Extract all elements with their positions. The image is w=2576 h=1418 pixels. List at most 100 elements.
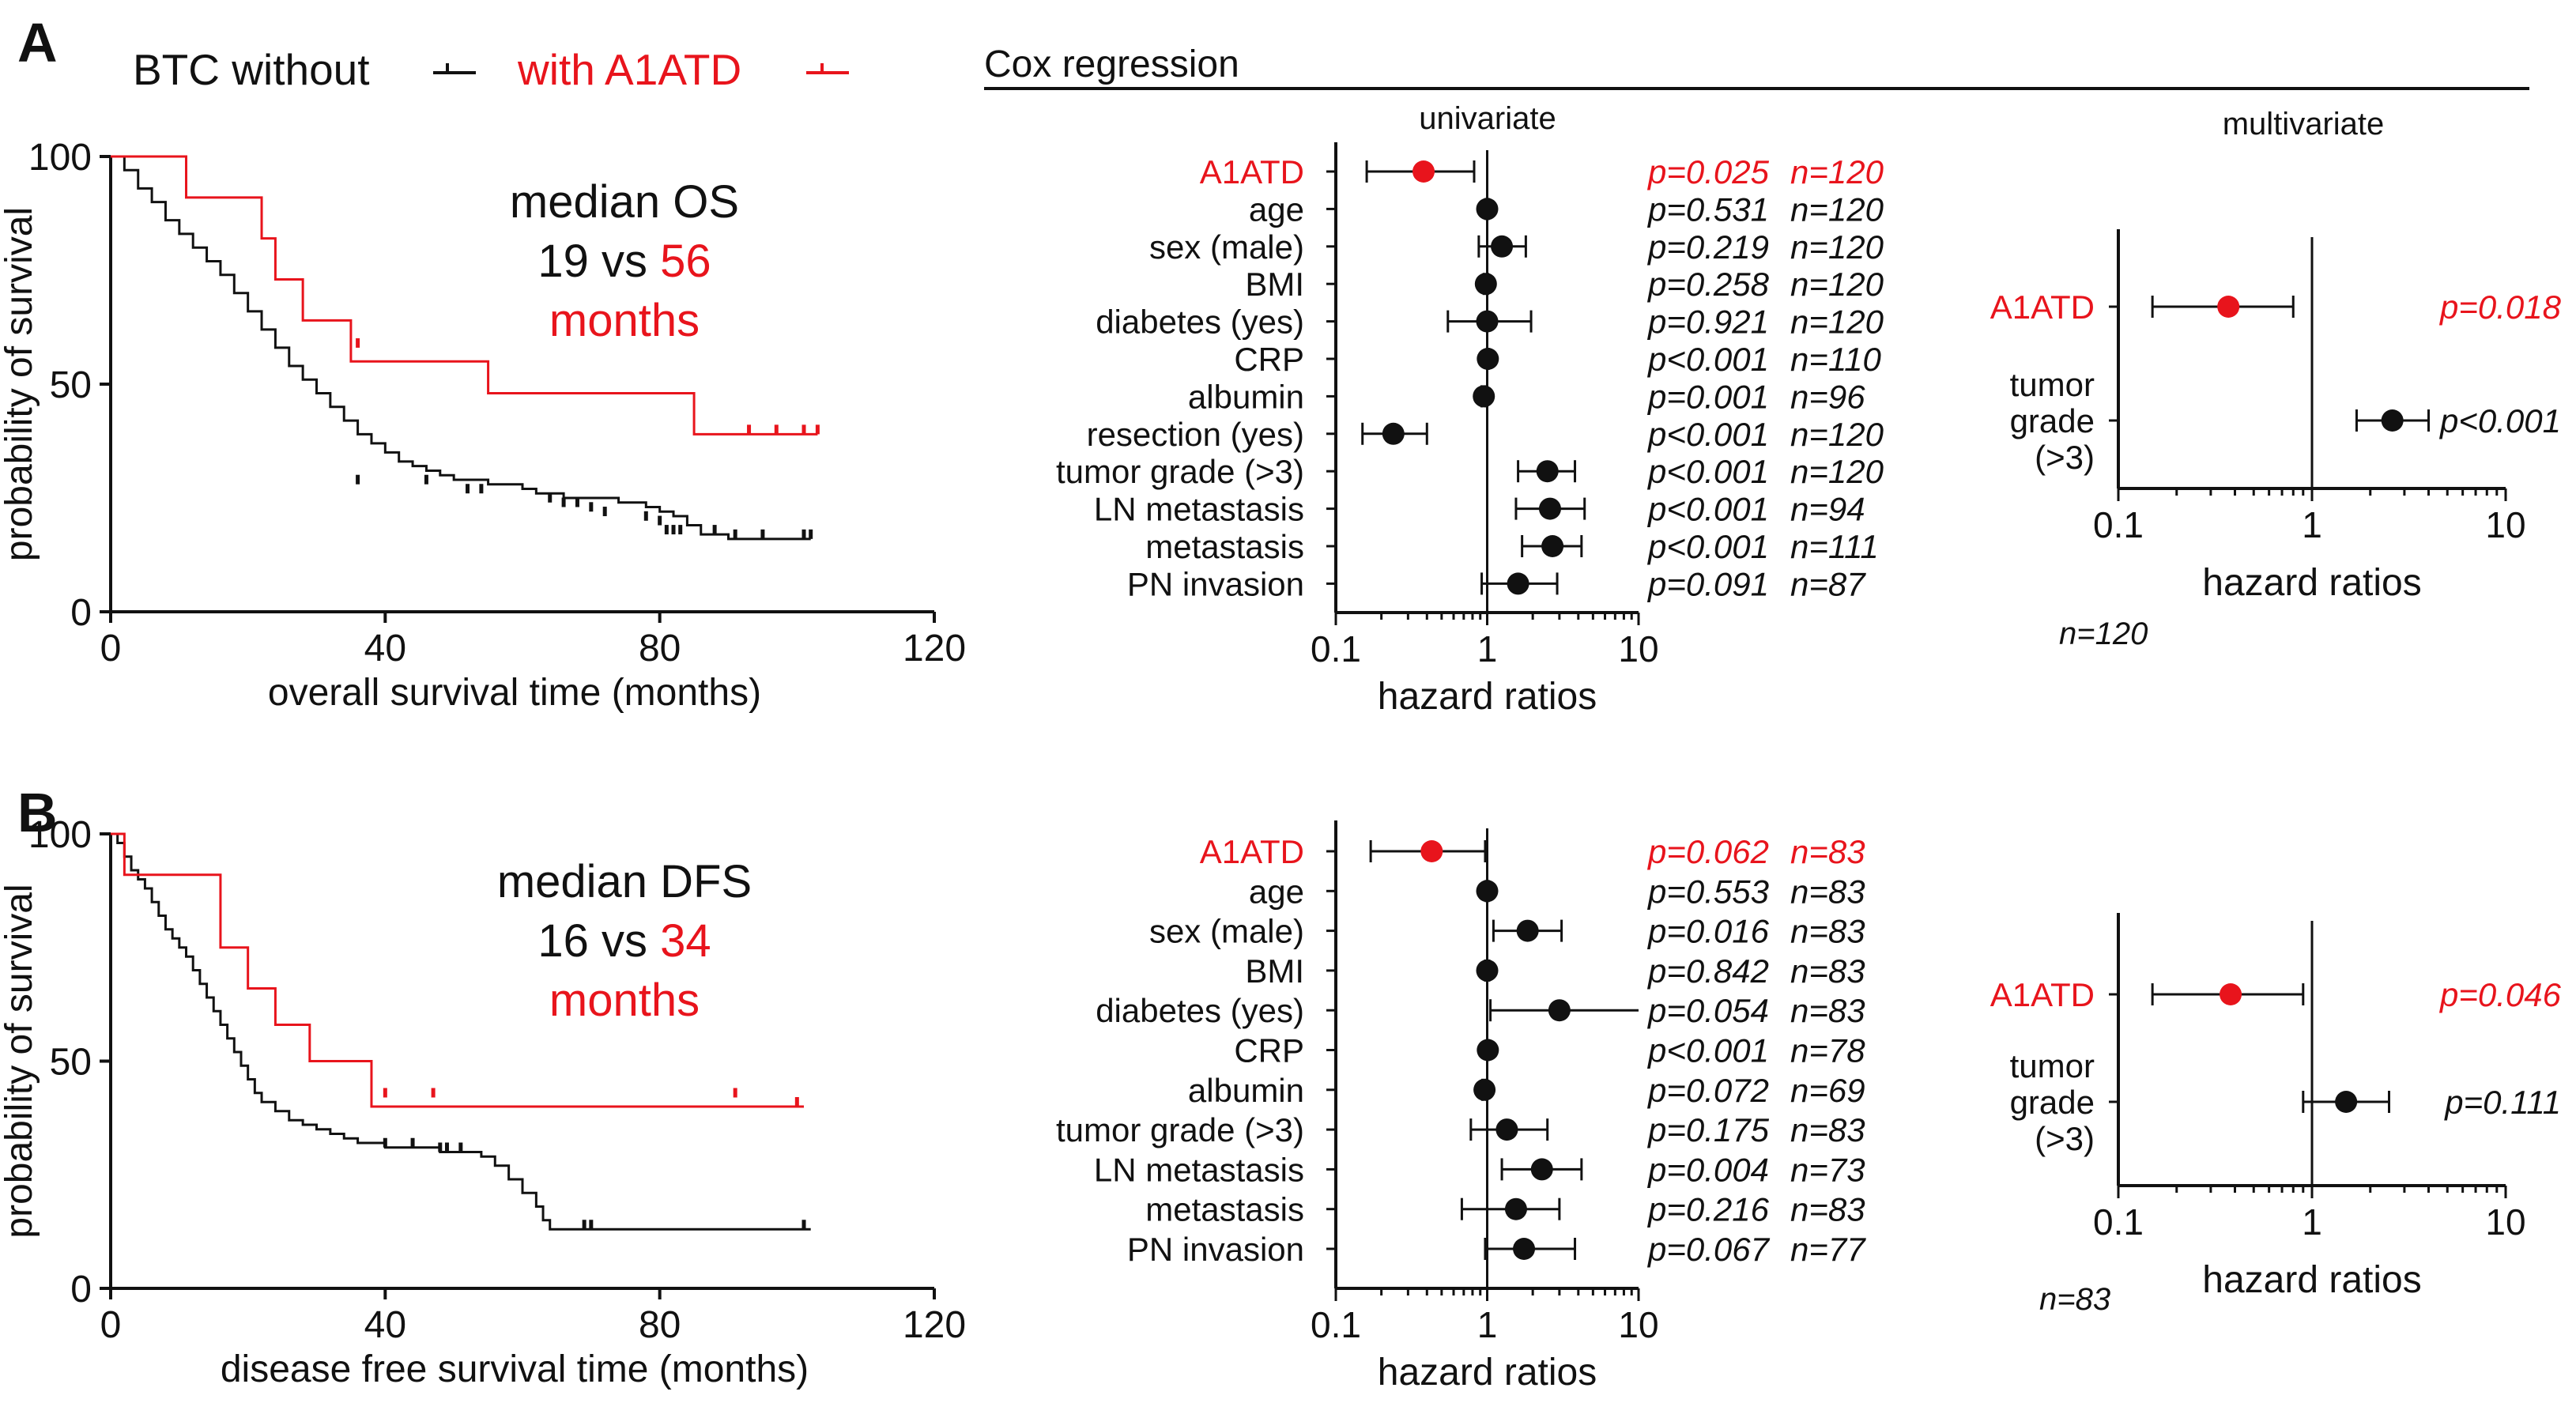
legend-line-red <box>806 63 849 74</box>
n-value: n=111 <box>1790 528 1879 565</box>
p-value: p=0.067 <box>1646 1231 1771 1268</box>
median-label: median OS <box>510 176 739 228</box>
p-value: p=0.004 <box>1646 1151 1769 1188</box>
p-value: p=0.175 <box>1646 1111 1770 1148</box>
hr-point <box>2335 1091 2358 1113</box>
row-label: albumin <box>1188 1072 1304 1109</box>
row-label: albumin <box>1188 378 1304 415</box>
n-value: n=120 <box>1790 266 1884 303</box>
x-tick-label: 1 <box>2302 504 2322 545</box>
p-value: p<0.001 <box>1646 416 1769 453</box>
row-label: LN metastasis <box>1094 1151 1304 1188</box>
hr-point <box>1513 1238 1536 1260</box>
x-tick-label: 10 <box>1618 628 1658 669</box>
legend-label-without: BTC without <box>133 45 370 94</box>
forest-univariate-os: 0.1 1 10 hazard ratios A1ATD p=0.025 n=120 age p… <box>1056 142 1884 718</box>
hr-point <box>1476 310 1499 333</box>
n-value: n=77 <box>1790 1231 1866 1268</box>
median-label: median DFS <box>497 856 752 907</box>
p-value: p<0.001 <box>1646 341 1769 378</box>
km-series-line-without <box>111 832 811 1231</box>
p-value: p=0.046 <box>2438 976 2562 1013</box>
multivariate-title: multivariate <box>2223 107 2385 141</box>
hr-point <box>1477 348 1499 370</box>
p-value: p=0.001 <box>1646 378 1769 415</box>
n-value: n=83 <box>1790 1111 1865 1148</box>
p-value: p=0.216 <box>1646 1191 1770 1228</box>
n-value: n=120 <box>1790 453 1884 490</box>
hr-point <box>2381 409 2404 432</box>
row-label-line: (>3) <box>2035 439 2095 476</box>
x-tick-label: 80 <box>639 628 681 669</box>
cox-title: Cox regression <box>984 43 1239 85</box>
y-axis-title: probability of survival <box>0 207 40 561</box>
row-label: LN metastasis <box>1094 491 1304 528</box>
x-axis-title: overall survival time (months) <box>268 672 761 714</box>
forest-multivariate-os: 0.1 1 10 hazard ratios A1ATD p=0.018 tumorgrad… <box>1990 229 2562 651</box>
y-tick-label: 100 <box>28 814 92 856</box>
x-tick-label: 10 <box>2485 1201 2525 1243</box>
legend-label-with: with A1ATD <box>517 45 741 94</box>
n-value: n=78 <box>1790 1032 1865 1069</box>
row-label: BMI <box>1245 952 1304 990</box>
km-series-line-a1atd <box>111 832 805 1108</box>
p-value: p=0.921 <box>1646 304 1769 341</box>
row-label: CRP <box>1234 1032 1304 1069</box>
row-label: CRP <box>1234 341 1304 378</box>
x-tick-label: 120 <box>903 628 966 669</box>
row-label: sex (male) <box>1149 913 1304 950</box>
hr-point <box>1548 999 1571 1022</box>
p-value: p=0.111 <box>2443 1084 2561 1121</box>
row-label-line: tumor <box>2010 366 2095 403</box>
row-label: diabetes (yes) <box>1096 992 1304 1029</box>
row-label: BMI <box>1245 266 1304 303</box>
row-label: sex (male) <box>1149 228 1304 266</box>
p-value: p=0.054 <box>1646 992 1769 1029</box>
n-value: n=110 <box>1790 341 1881 378</box>
hr-point <box>1476 198 1499 221</box>
n-note: n=120 <box>2059 617 2148 651</box>
p-value: p<0.001 <box>1646 453 1769 490</box>
hr-point <box>1474 273 1497 296</box>
hr-point <box>1541 535 1564 557</box>
row-label-line: tumor <box>2010 1047 2095 1084</box>
row-label: PN invasion <box>1127 565 1304 602</box>
n-note: n=83 <box>2039 1282 2110 1317</box>
p-value: p=0.025 <box>1646 153 1770 190</box>
x-tick-label: 1 <box>2302 1201 2322 1243</box>
x-tick-label: 40 <box>364 1304 406 1346</box>
median-value-a1atd: 34 <box>660 915 711 967</box>
n-value: n=83 <box>1790 873 1865 910</box>
x-tick-label: 0.1 <box>2093 1201 2144 1243</box>
n-value: n=120 <box>1790 304 1884 341</box>
n-value: n=73 <box>1790 1151 1865 1188</box>
n-value: n=83 <box>1790 992 1865 1029</box>
x-tick-label: 1 <box>1477 628 1498 669</box>
univariate-title: univariate <box>1419 101 1556 136</box>
n-value: n=83 <box>1790 1191 1865 1228</box>
row-label-line: grade <box>2010 402 2095 439</box>
hr-point <box>1507 572 1529 595</box>
x-tick-label: 80 <box>639 1304 681 1346</box>
row-label-line: grade <box>2010 1084 2095 1121</box>
p-value: p=0.842 <box>1646 952 1769 990</box>
x-tick-label: 40 <box>364 628 406 669</box>
x-axis-title: hazard ratios <box>1378 676 1597 718</box>
median-value-without: 19 vs <box>537 236 660 287</box>
hr-point <box>1382 422 1405 445</box>
p-value: p<0.001 <box>2438 402 2561 439</box>
hr-point <box>1538 497 1561 520</box>
forest-univariate-dfs: 0.1 1 10 hazard ratios A1ATD p=0.062 n=83 age p=… <box>1056 820 1866 1393</box>
p-value: p<0.001 <box>1646 491 1769 528</box>
row-label: tumor grade (>3) <box>1056 1111 1304 1148</box>
hr-point <box>2217 296 2240 318</box>
hr-point <box>1420 840 1443 862</box>
row-label: diabetes (yes) <box>1096 304 1304 341</box>
n-value: n=120 <box>1790 190 1884 228</box>
n-value: n=87 <box>1790 565 1866 602</box>
hr-point <box>1476 959 1499 982</box>
row-label: PN invasion <box>1127 1231 1304 1268</box>
p-value: p=0.219 <box>1646 228 1769 266</box>
hr-point <box>1412 160 1435 183</box>
n-value: n=83 <box>1790 952 1865 990</box>
